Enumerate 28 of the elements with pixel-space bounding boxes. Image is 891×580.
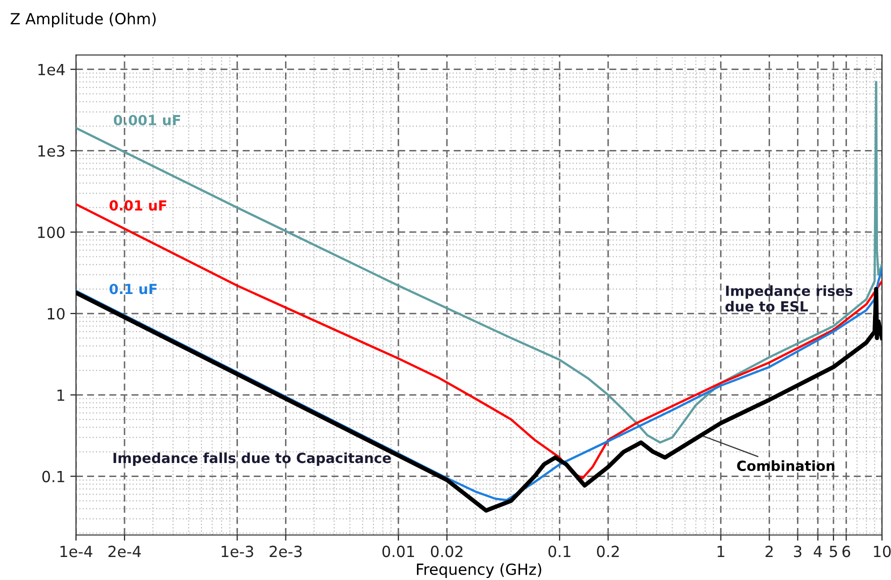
x-tick-label: 3: [794, 546, 802, 558]
text: Combination: [737, 460, 834, 472]
y-tick-label: 1e4: [38, 64, 65, 76]
x-tick-label: 2e-4: [108, 546, 141, 558]
annotation: Impedance rises due to ESL: [725, 285, 852, 312]
x-tick-label: 0.02: [430, 546, 462, 558]
y-tick-label: 100: [38, 226, 65, 238]
x-tick-label: 5: [830, 546, 837, 558]
x-tick-label: 0.2: [596, 546, 619, 558]
x-tick-label: 1e-4: [60, 546, 92, 558]
y-tick-label: 0.1: [42, 470, 64, 482]
x-tick-label: 6: [842, 546, 850, 558]
y-axis-title: Z Amplitude (Ohm): [10, 12, 156, 28]
x-tick-label: 1e-3: [222, 546, 254, 558]
x-axis-title: Frequency (GHz): [416, 563, 542, 578]
x-tick-label: 4: [814, 546, 822, 558]
annotation: Impedance falls due to Capacitance: [114, 452, 391, 466]
x-tick-label: 0.1: [548, 546, 570, 558]
y-tick-label: 1: [58, 390, 64, 401]
series-label: 0.1 uF: [110, 284, 157, 294]
x-tick-label: 1: [718, 546, 724, 558]
x-tick-label: 0.01: [382, 546, 414, 558]
x-tick-label: 2: [766, 546, 773, 558]
y-tick-label: 10: [48, 308, 65, 320]
series-label: 0.01 uF: [110, 200, 166, 211]
x-tick-label: 10: [874, 546, 891, 558]
x-tick-label: 2e-3: [270, 546, 302, 558]
y-tick-label: 1e3: [38, 145, 64, 157]
